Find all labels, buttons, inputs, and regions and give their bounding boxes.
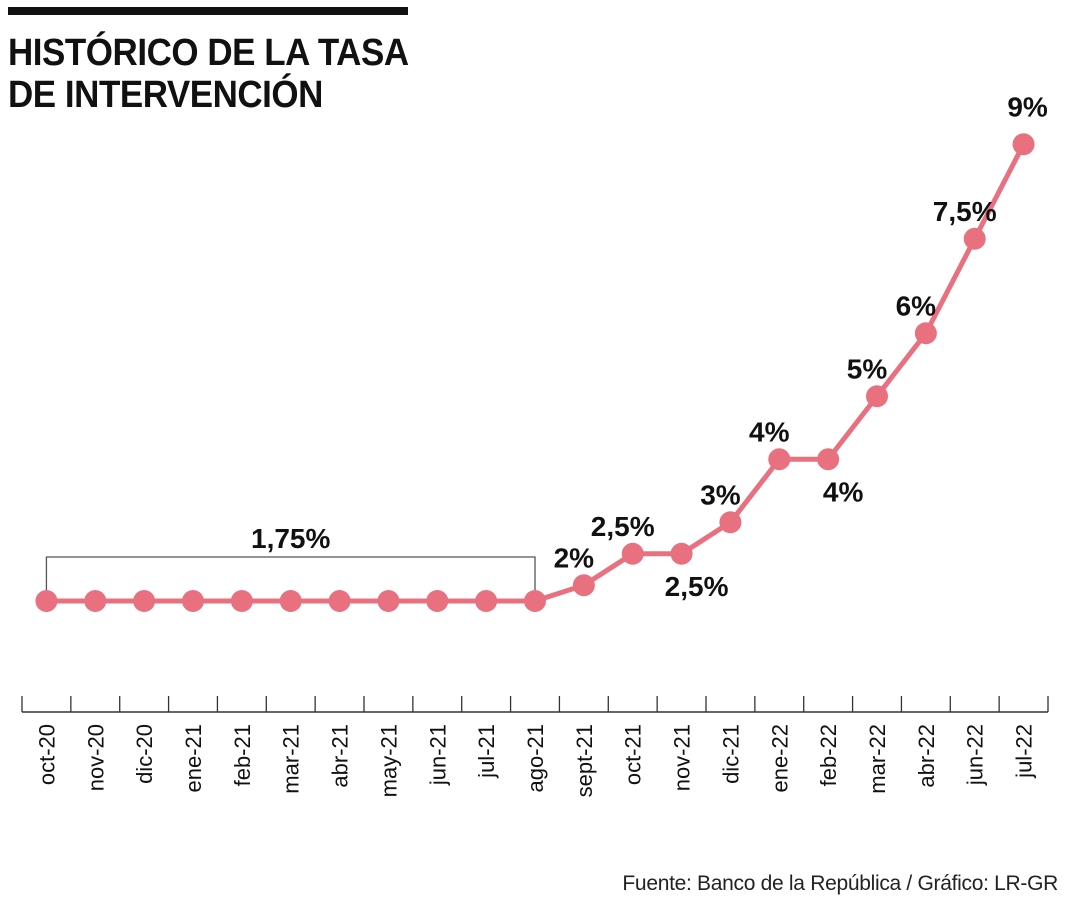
data-point xyxy=(84,590,107,612)
data-label: 3% xyxy=(700,479,741,510)
x-tick-label: mar-22 xyxy=(865,724,890,794)
data-point xyxy=(963,227,986,250)
data-point xyxy=(230,590,253,612)
source-note: Fuente: Banco de la República / Gráfico:… xyxy=(622,872,1058,895)
x-tick-label: sept-21 xyxy=(572,724,597,797)
data-point xyxy=(866,385,888,408)
data-point xyxy=(475,590,498,612)
chart-title-line-2: DE INTERVENCIÓN xyxy=(8,74,323,116)
x-tick-label: dic-20 xyxy=(132,724,157,784)
x-tick-label: oct-21 xyxy=(621,724,646,785)
data-point xyxy=(817,448,840,471)
data-point xyxy=(35,590,58,612)
x-tick-label: mar-21 xyxy=(279,724,304,794)
data-point xyxy=(328,590,351,612)
x-tick-label: jul-22 xyxy=(1012,724,1037,779)
x-tick-label: nov-21 xyxy=(670,724,695,791)
data-point xyxy=(377,590,400,612)
data-label: 2,5% xyxy=(591,511,655,542)
x-tick-label: jun-21 xyxy=(425,724,450,786)
x-tick-label: jun-22 xyxy=(963,724,988,786)
data-label: 7,5% xyxy=(933,196,997,227)
x-tick-label: abr-21 xyxy=(328,724,353,788)
x-tick-label: dic-21 xyxy=(718,724,743,784)
x-tick-label: may-21 xyxy=(376,724,401,797)
data-point xyxy=(426,590,449,612)
data-point xyxy=(279,590,302,612)
x-tick-label: ene-22 xyxy=(767,724,792,793)
data-label: 9% xyxy=(1007,91,1048,122)
data-label: 2% xyxy=(554,542,595,573)
top-rule xyxy=(8,7,408,15)
data-point xyxy=(524,590,546,612)
data-point xyxy=(914,322,937,345)
x-tick-label: ago-21 xyxy=(523,724,548,793)
x-tick-label: feb-22 xyxy=(816,724,841,786)
data-point xyxy=(621,542,644,565)
bracket-annotation xyxy=(45,556,536,592)
bracket-label: 1,75% xyxy=(251,523,330,554)
data-label: 4% xyxy=(749,416,790,447)
data-point xyxy=(719,511,742,534)
x-tick-label: nov-20 xyxy=(83,724,108,791)
x-tick-label: jul-21 xyxy=(474,724,499,779)
data-point xyxy=(768,448,791,471)
data-point xyxy=(1012,133,1035,156)
data-label: 5% xyxy=(847,353,888,384)
x-tick-label: abr-22 xyxy=(914,724,939,788)
data-point xyxy=(572,574,595,597)
data-label: 6% xyxy=(896,290,937,321)
data-point xyxy=(670,542,693,565)
data-label: 4% xyxy=(823,476,864,507)
data-point xyxy=(182,590,204,612)
x-tick-label: ene-21 xyxy=(181,724,206,793)
data-point xyxy=(133,590,156,612)
data-label: 2,5% xyxy=(665,571,729,602)
chart-title-line-1: HISTÓRICO DE LA TASA xyxy=(8,32,409,74)
chart-title: HISTÓRICO DE LA TASA DE INTERVENCIÓN xyxy=(8,32,486,116)
x-tick-label: oct-20 xyxy=(34,724,59,785)
x-tick-label: feb-21 xyxy=(230,724,255,786)
